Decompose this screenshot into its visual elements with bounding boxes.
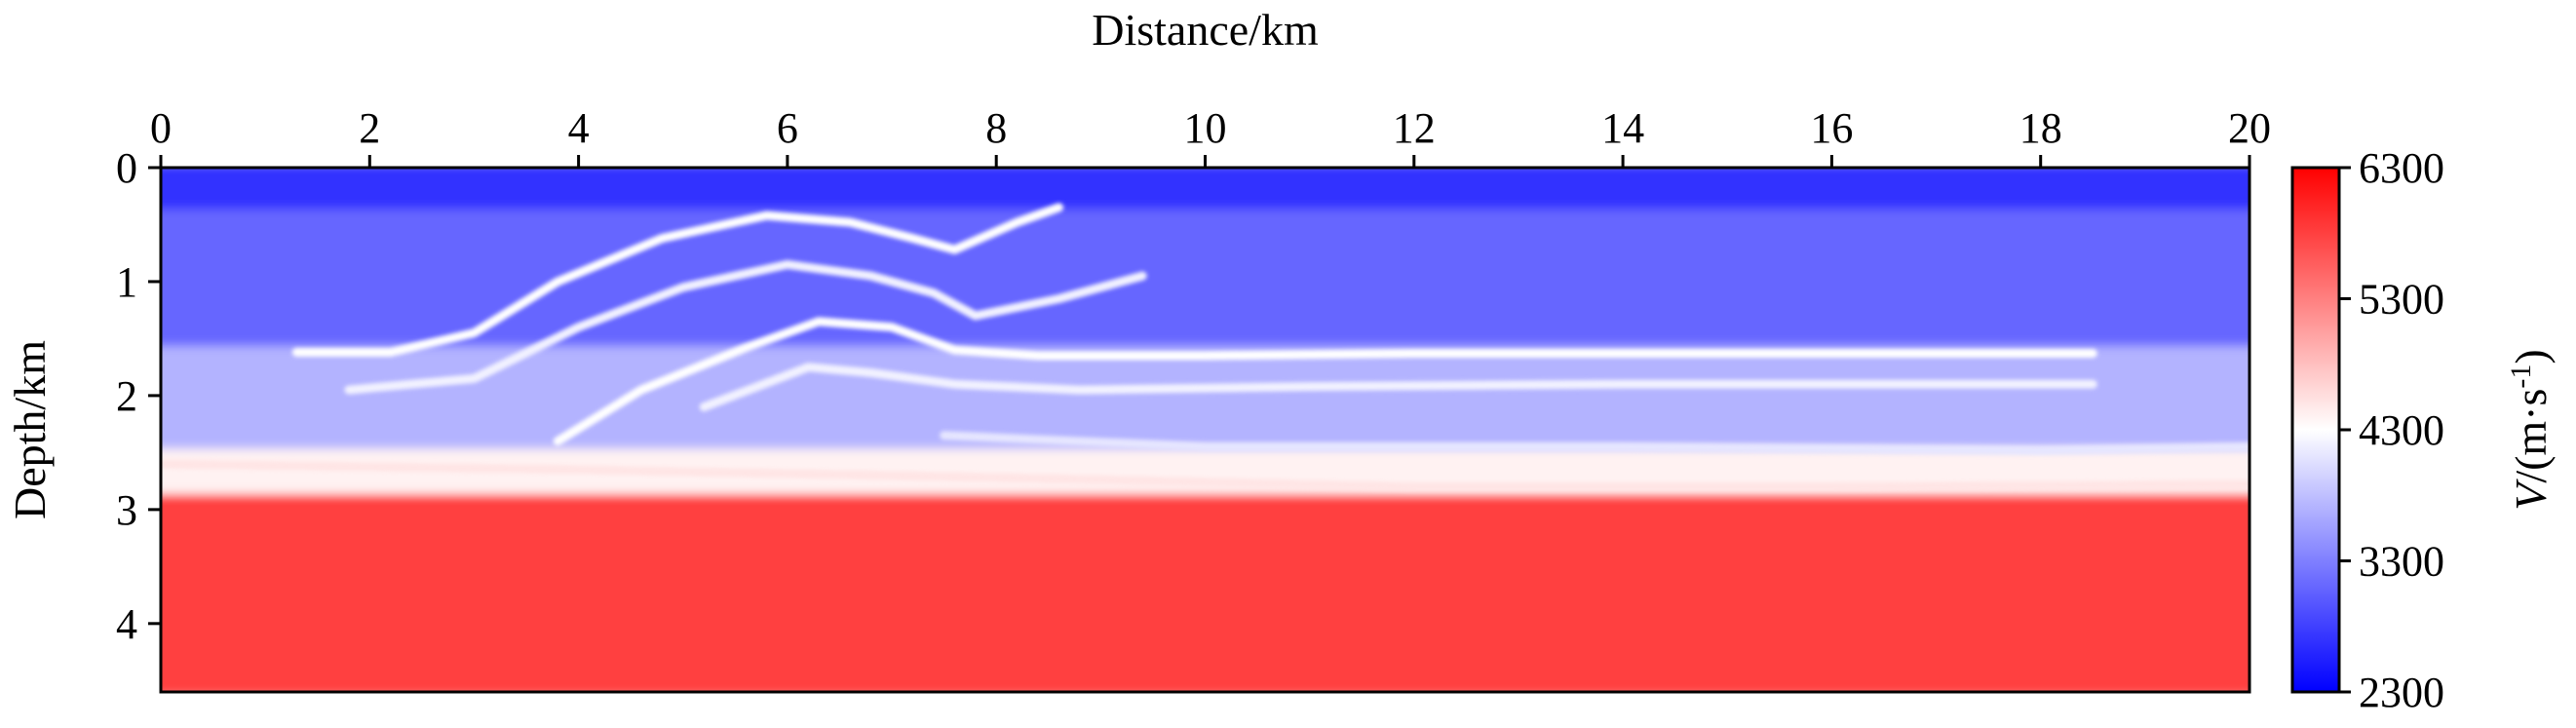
reflector — [344, 259, 1147, 395]
x-tick-label: 0 — [150, 104, 172, 152]
reflector — [291, 203, 1063, 357]
y-axis-label: Depth/km — [5, 340, 55, 519]
x-tick-label: 14 — [1601, 104, 1644, 152]
x-tick-label: 10 — [1184, 104, 1227, 152]
velocity-layer — [161, 448, 2249, 503]
heatmap-reflectors — [161, 203, 2249, 491]
heatmap-layers — [161, 168, 2249, 692]
heatmap-plot-area — [159, 166, 2251, 694]
colorbar-label-symbol: V — [2506, 479, 2556, 511]
y-tick-label: 3 — [116, 486, 137, 534]
colorbar-label-close: ) — [2506, 349, 2556, 364]
reflector — [699, 363, 2097, 412]
x-tick-label: 8 — [985, 104, 1007, 152]
velocity-layer — [161, 494, 2249, 692]
colorbar-label: V/(m·s-1) — [2505, 349, 2556, 511]
velocity-layer — [161, 346, 2249, 457]
colorbar-tick-label: 2300 — [2359, 669, 2444, 716]
colorbar-label-exponent: -1 — [2505, 364, 2537, 389]
x-tick-label: 4 — [568, 104, 590, 152]
y-tick-label: 4 — [116, 600, 137, 648]
x-tick-label: 18 — [2019, 104, 2062, 152]
x-tick-label: 6 — [777, 104, 798, 152]
y-tick-label: 0 — [116, 144, 137, 192]
x-tick-label: 2 — [359, 104, 380, 152]
reflector — [940, 431, 2249, 455]
x-tick-label: 16 — [1810, 104, 1853, 152]
velocity-layer — [161, 209, 2249, 355]
x-tick-label: 12 — [1393, 104, 1436, 152]
reflector — [161, 459, 2249, 491]
y-axis: 0 1 2 3 4 — [116, 144, 161, 648]
y-tick-label: 2 — [116, 372, 137, 420]
colorbar-tick-label: 3300 — [2359, 538, 2444, 586]
colorbar-tick-label: 6300 — [2359, 144, 2444, 192]
colorbar-label-unit: /(m·s — [2506, 389, 2556, 483]
y-tick-label: 1 — [116, 258, 137, 306]
reflector — [553, 317, 2097, 446]
x-tick-label: 20 — [2228, 104, 2271, 152]
colorbar-tick-label: 5300 — [2359, 276, 2444, 324]
colorbar-tick-label: 4300 — [2359, 406, 2444, 454]
colorbar: 2300 3300 4300 5300 6300 V/(m·s-1) — [2290, 144, 2556, 716]
x-axis-label: Distance/km — [1092, 5, 1319, 55]
colorbar-gradient — [2290, 166, 2341, 694]
velocity-layer — [161, 168, 2249, 217]
x-axis: 0 2 4 6 8 10 12 14 16 18 20 — [150, 104, 2271, 168]
colorbar-ticks: 2300 3300 4300 5300 6300 — [2339, 144, 2444, 716]
